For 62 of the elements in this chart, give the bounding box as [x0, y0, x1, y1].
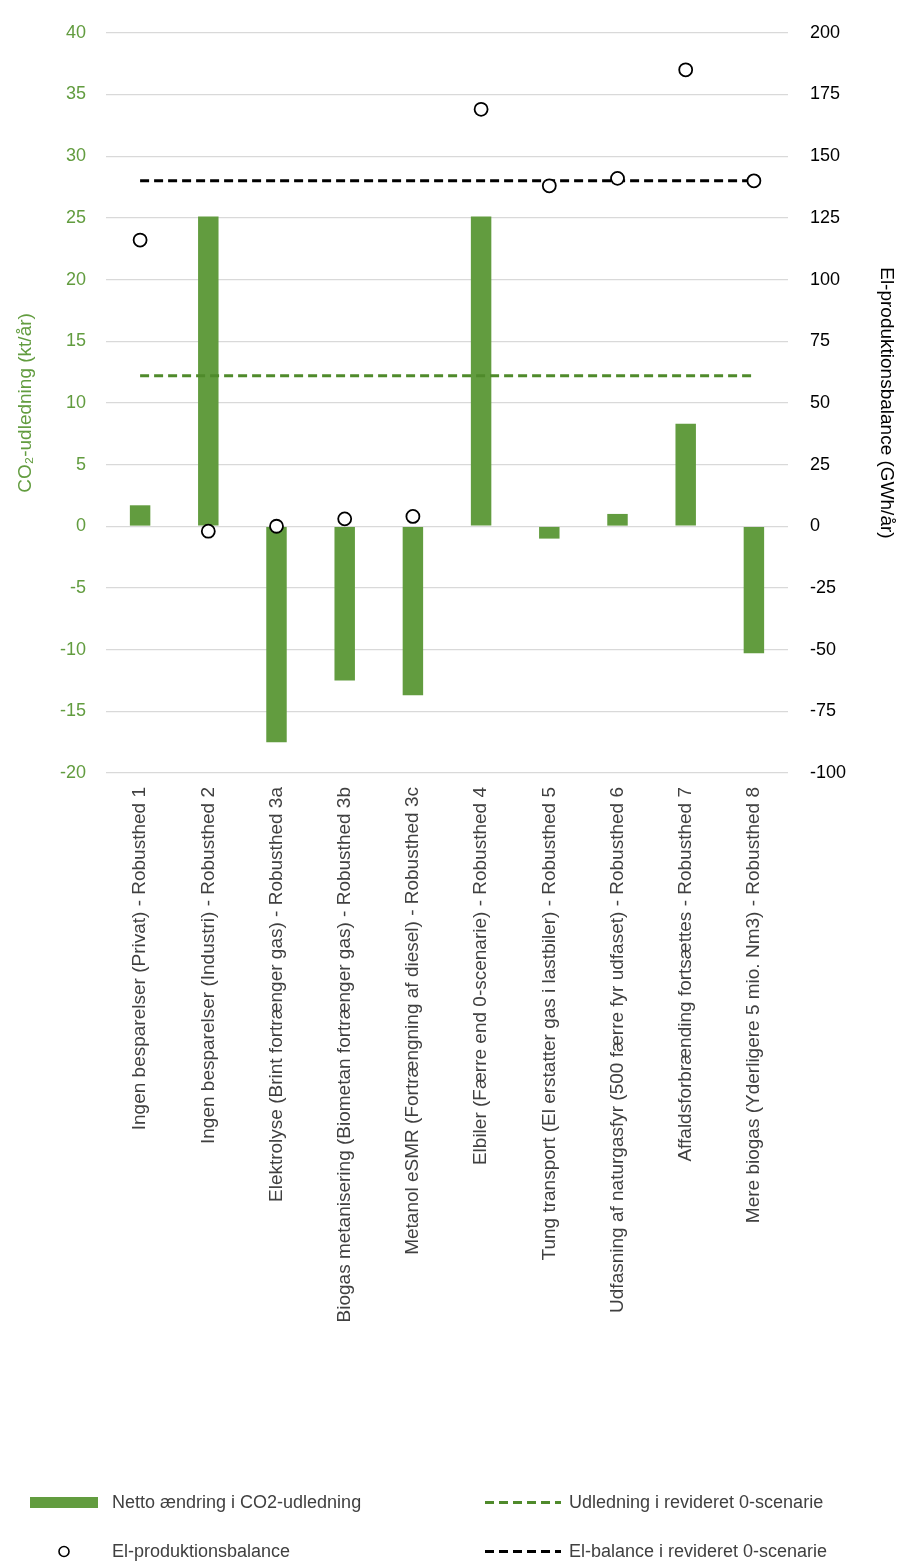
y2-tick-label: 200	[810, 21, 841, 42]
y2-tick-label: 25	[810, 453, 831, 474]
x-tick-label: Ingen besparelser (Privat) - Robusthed 1	[128, 787, 150, 1131]
point	[337, 511, 353, 527]
legend-label: Udledning i revideret 0-scenarie	[569, 1492, 824, 1513]
point	[746, 173, 762, 189]
y-tick-label: 20	[65, 268, 86, 289]
y-tick-label: 10	[65, 391, 86, 412]
x-tick-label: Elbiler (Færre end 0-scenarie) - Robusthed 4	[469, 786, 491, 1166]
y2-axis-title: El-produktionsbalance (GWh/år)	[877, 267, 899, 539]
point	[405, 509, 421, 524]
y-tick-label: 0	[75, 515, 86, 536]
bar	[402, 526, 424, 696]
bar	[334, 526, 355, 681]
legend-label: Netto ændring i CO2-udledning	[112, 1492, 362, 1513]
y-tick-label: 30	[65, 145, 86, 166]
bar	[198, 216, 219, 526]
y2-tick-label: 75	[810, 330, 831, 351]
bar	[743, 526, 765, 654]
y-tick-label: 40	[65, 21, 86, 42]
x-tick-label: Elektrolyse (Brint fortrænger gas) - Robusthed 3a	[264, 786, 286, 1203]
point	[200, 523, 216, 539]
y-tick-label: -20	[59, 761, 86, 782]
y2-tick-label: -100	[810, 761, 847, 782]
y2-tick-label: 0	[810, 515, 821, 536]
x-tick-label: Mere biogas (Yderligere 5 mio. Nm3) - Robusthed 8	[742, 787, 764, 1224]
legend-label: El-produktionsbalance	[112, 1541, 291, 1562]
bar	[470, 216, 492, 526]
bar	[266, 526, 287, 743]
point	[678, 62, 694, 78]
y-tick-label: -15	[59, 700, 86, 721]
bar	[607, 513, 628, 526]
y2-tick-label: 50	[810, 391, 831, 412]
x-tick-label: Tung transport (El erstatter gas i lastbiler) - Robusthed 5	[537, 787, 559, 1261]
bar	[675, 423, 696, 526]
y-tick-label: 5	[75, 453, 86, 474]
bar	[129, 505, 151, 526]
point	[269, 518, 284, 534]
point	[132, 232, 148, 248]
y2-tick-label: 100	[810, 268, 841, 289]
y2-tick-label: -75	[810, 700, 837, 721]
x-tick-label: Metanol eSMR (Fortrængning af diesel) - Robusthed 3c	[401, 787, 423, 1255]
point	[541, 178, 557, 194]
point	[473, 101, 489, 117]
bar	[539, 526, 560, 539]
y-tick-label: 15	[65, 330, 86, 351]
x-tick-label: Biogas metanisering (Biometan fortrænger gas) - Robusthed 3b	[332, 787, 354, 1323]
x-tick-label: Ingen besparelser (Industri) - Robusthed 2	[196, 787, 218, 1144]
y2-tick-label: 125	[810, 206, 841, 227]
y-axis-title: CO₂-udledning (kt/år)	[13, 313, 35, 493]
point	[610, 170, 625, 186]
y2-tick-label: -50	[810, 638, 837, 659]
legend-label: El-balance i revideret 0-scenarie	[569, 1541, 828, 1562]
y2-tick-label: 175	[810, 83, 841, 104]
y-tick-label: 25	[65, 206, 86, 227]
y2-tick-label: 150	[810, 145, 841, 166]
x-tick-label: Affaldsforbrænding fortsættes - Robusthed 7	[673, 787, 695, 1162]
y-tick-label: -5	[69, 576, 86, 597]
y-tick-label: -10	[59, 638, 86, 659]
y2-tick-label: -25	[810, 576, 837, 597]
y-tick-label: 35	[65, 83, 86, 104]
x-tick-label: Udfasning af naturgasfyr (500 færre fyr udfaset) - Robusthed 6	[605, 787, 627, 1313]
